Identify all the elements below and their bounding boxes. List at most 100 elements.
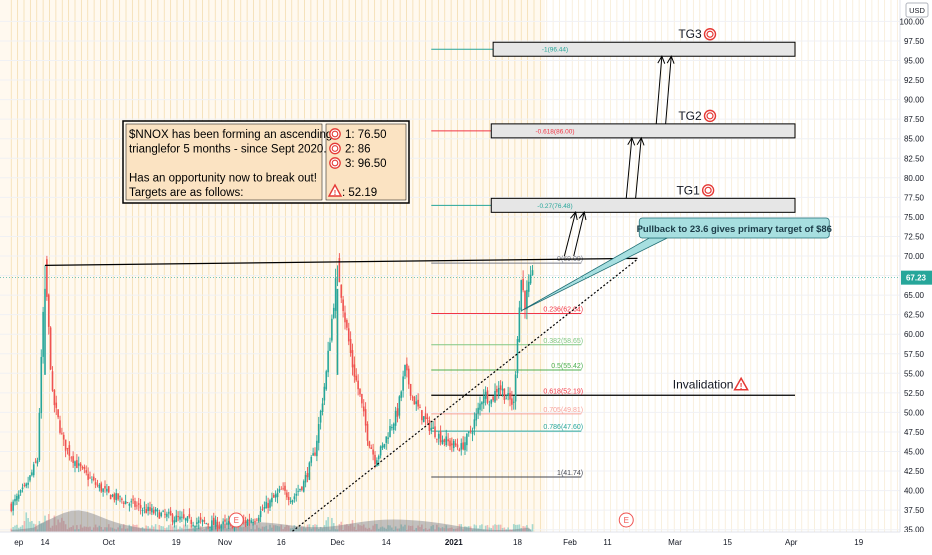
volume-bar [173, 526, 176, 532]
target-icon-inner [331, 130, 339, 138]
volume-bar [190, 525, 193, 532]
volume-bar [466, 526, 468, 532]
volume-bar [379, 527, 382, 532]
candle-body [422, 416, 425, 423]
candle-body [473, 419, 476, 429]
candle-body [70, 457, 73, 459]
candle-body [79, 463, 82, 467]
candle-body [27, 482, 29, 485]
candle-body [254, 521, 256, 522]
support-line [292, 258, 638, 532]
candle-body [325, 371, 328, 390]
candle-body [317, 423, 320, 443]
target-boxes: -0.27(76.48) -0.618(86.00) -1(96.44) [490, 41, 796, 213]
candle-body [434, 426, 436, 438]
price-tick-label: 62.50 [904, 311, 925, 320]
volume-bar [162, 526, 164, 532]
volume-bar [47, 514, 50, 532]
volume-bar [479, 525, 481, 532]
volume-bar [143, 528, 146, 532]
volume-bar [134, 525, 136, 532]
volume-bar [196, 525, 198, 532]
candle-body [111, 495, 114, 497]
candle-body [201, 519, 204, 522]
time-tick-label: 16 [277, 538, 286, 547]
candle-body [107, 486, 110, 493]
volume-bar [396, 528, 399, 532]
volume-bar [89, 526, 91, 532]
volume-bar [81, 527, 84, 532]
volume-bar [147, 526, 149, 532]
volume-bar [124, 528, 127, 532]
price-tick-label: 70.00 [904, 252, 925, 261]
candle-body [460, 443, 463, 450]
time-tick-label: Feb [563, 538, 577, 547]
fib-level-label: 1(41.74) [557, 470, 583, 477]
candle-body [357, 380, 359, 390]
candle-body [179, 516, 181, 520]
candle-body [81, 467, 84, 468]
volume-bar [507, 527, 509, 532]
candle-body [182, 514, 185, 519]
volume-bar [394, 526, 397, 532]
candle-body [98, 484, 101, 489]
volume-bar [496, 524, 498, 532]
volume-bar [122, 524, 125, 532]
volume-bar [227, 528, 230, 532]
volume-bar [518, 524, 521, 532]
volume-bar [188, 528, 191, 532]
note-text-panel [125, 123, 323, 201]
candle-body [122, 502, 125, 504]
price-tick-label: 95.00 [904, 57, 925, 66]
fib-level-label: 0.786(47.60) [543, 424, 583, 431]
price-tick-label: 90.00 [904, 96, 925, 105]
candle-body [527, 281, 530, 292]
candle-body [501, 388, 504, 391]
candle-body [374, 454, 376, 464]
volume-bar [297, 528, 299, 532]
price-tick-label: 57.50 [904, 350, 925, 359]
volume-bar [449, 527, 451, 532]
candle-body [304, 475, 307, 483]
volume-bar [499, 524, 502, 532]
volume-bar [10, 528, 13, 532]
candle-body [507, 393, 509, 397]
candle-body [503, 388, 506, 400]
volume-bar [119, 525, 121, 532]
arrow-to-tg1 [563, 212, 577, 257]
volume-bar [362, 524, 365, 532]
candle-body [57, 409, 59, 418]
price-tick-label: 52.50 [904, 389, 925, 398]
volume-bar [464, 526, 466, 532]
volume-bar [477, 528, 479, 532]
candle-body [29, 475, 31, 481]
candle-body [376, 460, 378, 467]
volume-bar [70, 527, 73, 532]
volume-bar [329, 529, 331, 532]
candle-body [520, 280, 523, 310]
candle-body [23, 485, 26, 486]
volume-bar [389, 525, 391, 532]
volume-bar [327, 517, 329, 532]
volume-bar [115, 529, 118, 532]
candle-body [16, 495, 18, 501]
target-icon [703, 109, 717, 123]
candle-body [269, 500, 271, 508]
candle-body [402, 376, 404, 391]
volume-bar [126, 528, 129, 532]
candle-body [139, 504, 142, 509]
candle-body [342, 299, 344, 311]
candle-body [499, 385, 502, 390]
callout-box [638, 217, 830, 239]
volume-bar [179, 526, 181, 532]
candle-body [289, 501, 292, 502]
volume-bar [250, 529, 253, 532]
volume-bar [280, 524, 283, 532]
candle-body [526, 289, 528, 310]
volume-bar [241, 527, 243, 532]
arrow-to-tg2 [625, 137, 633, 199]
volume-bar [434, 529, 436, 532]
volume-bar [402, 526, 404, 532]
candle-body [158, 512, 161, 519]
